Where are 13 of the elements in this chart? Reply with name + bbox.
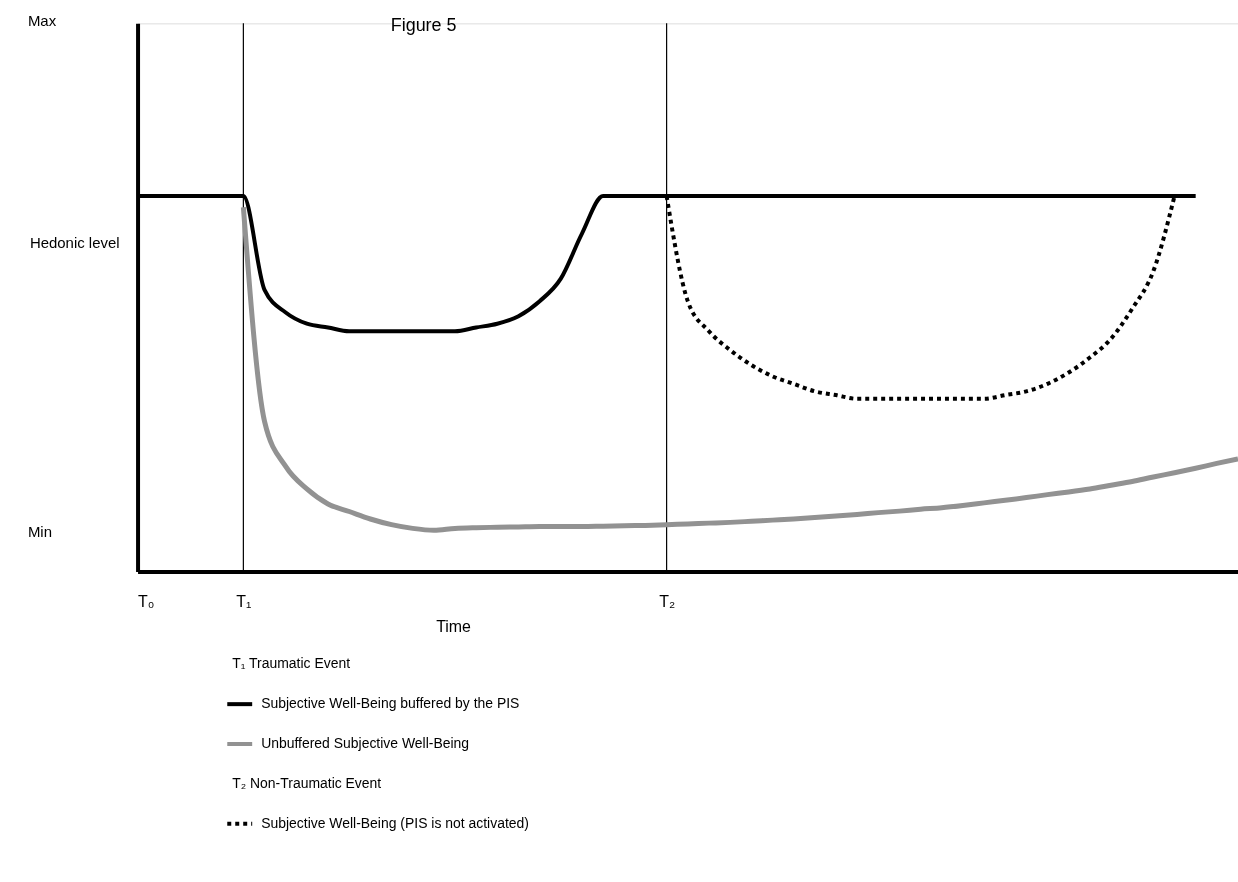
legend-label: Subjective Well-Being (PIS is not activated) [261, 814, 529, 831]
y-axis-title: Hedonic level [29, 233, 120, 251]
legend-label: Unbuffered Subjective Well-Being [261, 735, 470, 752]
x-tick-label: T₀ [138, 592, 155, 610]
x-tick-label: T₁ [236, 592, 252, 610]
chart-title: Figure 5 [390, 15, 457, 36]
x-tick-label: T₂ [659, 592, 676, 610]
text: T₁ Traumatic Event [232, 655, 351, 672]
legend-label: Subjective Well-Being buffered by the PIS [261, 695, 520, 712]
text: Max [27, 12, 57, 30]
text: Min [27, 522, 52, 540]
x-axis-title: Time [436, 618, 472, 636]
text: T₂ Non-Traumatic Event [232, 774, 382, 791]
